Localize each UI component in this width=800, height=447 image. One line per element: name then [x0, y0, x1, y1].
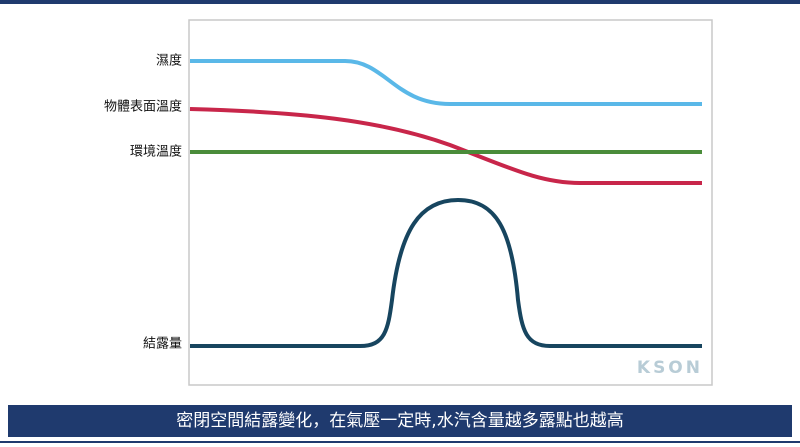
humidity-curve [190, 59, 702, 106]
bottom-rule [0, 441, 800, 443]
curve-label: 物體表面溫度 [104, 99, 182, 115]
caption: 密閉空間結露變化，在氣壓一定時,水汽含量越多露點也越高 [176, 411, 623, 431]
watermark: KSON [637, 358, 703, 378]
chart-frame [188, 19, 713, 386]
condensation-curve [190, 197, 702, 348]
caption-bar [8, 405, 792, 437]
curve-label: 濕度 [156, 53, 182, 69]
surface-temperature-curve [189, 107, 702, 185]
top-band [0, 0, 800, 4]
curve-label: 環境溫度 [130, 144, 182, 160]
curve-label: 結露量 [143, 337, 182, 352]
